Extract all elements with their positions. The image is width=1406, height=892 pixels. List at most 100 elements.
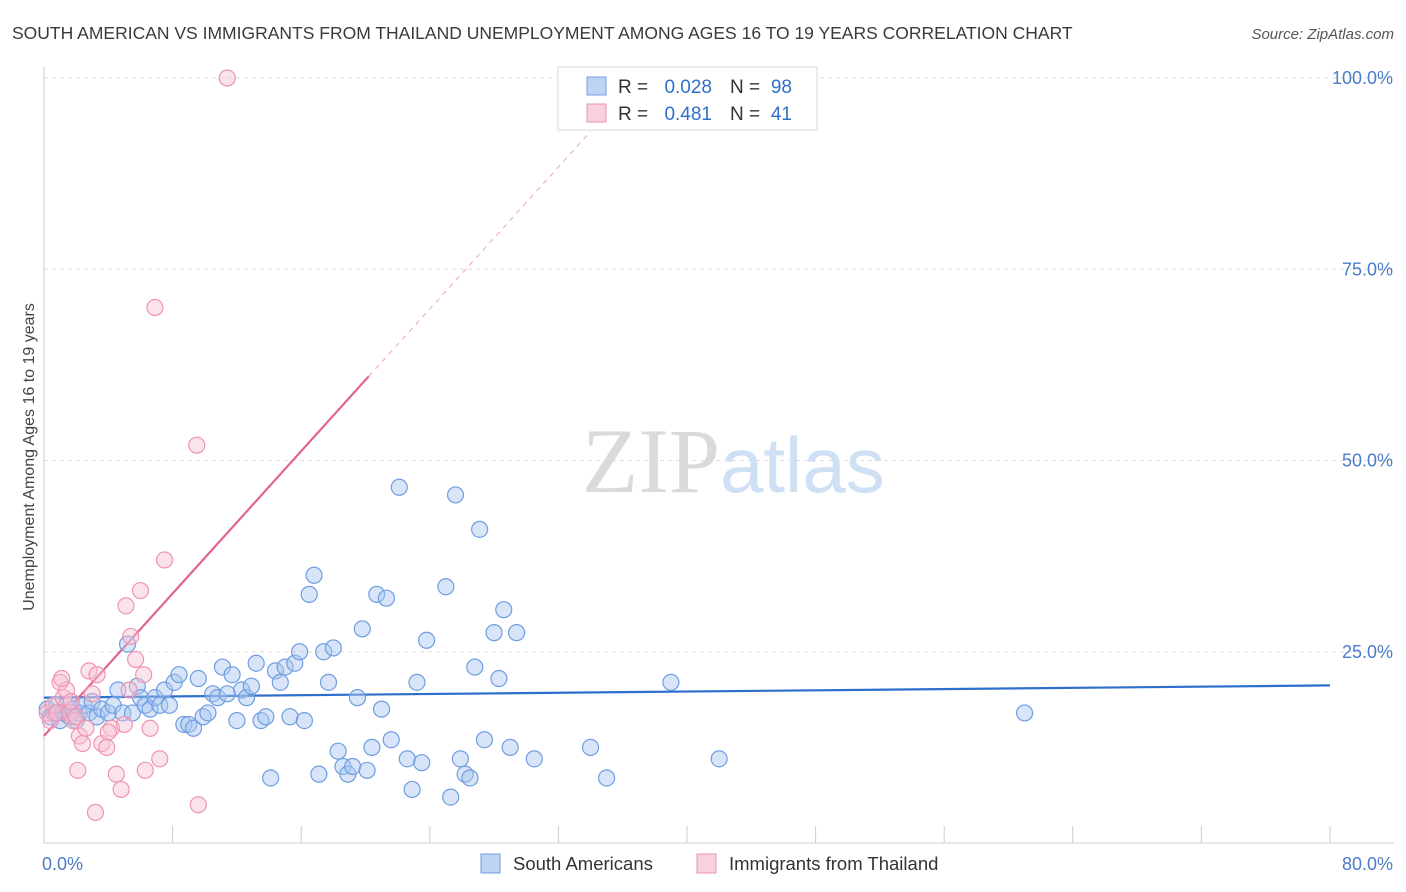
y-tick-label: 75.0% (1342, 259, 1393, 279)
data-point-series-1 (209, 689, 227, 707)
data-point-series-1 (501, 738, 519, 756)
series-legend-label-2: Immigrants from Thailand (729, 853, 938, 874)
data-point-series-1 (390, 478, 408, 496)
data-point-series-2 (48, 704, 66, 722)
data-point-series-1 (247, 654, 265, 672)
data-point-series-1 (290, 643, 309, 661)
data-point-series-1 (276, 658, 294, 676)
x-tick-label: 0.0% (42, 854, 83, 874)
data-point-series-1 (223, 666, 241, 684)
data-point-series-2 (88, 666, 106, 684)
data-point-series-1 (348, 689, 367, 707)
data-point-series-1 (446, 486, 465, 504)
data-point-series-1 (598, 769, 616, 787)
series-legend: South Americans Immigrants from Thailand (480, 853, 938, 874)
data-point-series-1 (417, 631, 436, 649)
data-point-series-1 (398, 750, 416, 768)
legend-n-value: 41 (771, 104, 792, 125)
legend-n-label: N = (730, 104, 760, 125)
legend-n-value: 98 (771, 77, 792, 98)
data-point-series-1 (508, 624, 526, 642)
data-point-series-1 (408, 673, 426, 691)
data-point-series-2 (218, 69, 236, 87)
data-point-series-1 (451, 750, 469, 768)
data-point-series-2 (127, 650, 145, 669)
data-point-series-1 (461, 769, 479, 787)
data-point-series-2 (107, 765, 125, 783)
axes (43, 67, 1394, 844)
data-point-series-1 (525, 750, 543, 768)
data-point-series-1 (471, 520, 489, 538)
data-point-series-2 (67, 708, 85, 726)
data-point-series-1 (184, 719, 203, 737)
tick-labels: 25.0% 50.0% 75.0% 100.0% 0.0% 80.0% (42, 68, 1393, 874)
data-point-series-2 (136, 761, 154, 779)
chart-title: SOUTH AMERICAN VS IMMIGRANTS FROM THAILA… (12, 23, 1073, 43)
legend-r-label: R = (618, 77, 648, 98)
data-point-series-1 (305, 566, 323, 584)
data-point-series-1 (189, 669, 207, 688)
data-point-series-2 (151, 750, 169, 768)
data-point-series-1 (310, 765, 328, 783)
watermark: ZIP atlas (582, 410, 885, 512)
stats-legend: R = 0.028 N = 98 R = 0.481 N = 41 (557, 66, 818, 131)
data-point-series-1 (710, 750, 728, 768)
data-point-series-2 (62, 692, 80, 711)
trend-lines (43, 131, 1331, 737)
data-point-series-1 (160, 696, 178, 714)
data-point-series-2 (99, 723, 117, 741)
data-point-series-2 (86, 803, 105, 822)
legend-r-label: R = (618, 104, 648, 125)
data-point-series-1 (295, 711, 314, 730)
data-point-series-1 (581, 738, 600, 756)
data-point-series-1 (377, 589, 395, 607)
data-point-series-1 (315, 643, 333, 661)
data-point-series-1 (175, 715, 193, 734)
data-point-series-2 (131, 581, 150, 600)
data-point-series-1 (358, 761, 376, 779)
data-point-series-1 (262, 769, 280, 787)
svg-text:ZIP: ZIP (582, 410, 720, 512)
series-legend-swatch-2 (696, 853, 717, 874)
legend-swatch-1 (586, 76, 607, 96)
data-point-series-1 (329, 742, 347, 760)
data-point-series-2 (69, 761, 87, 779)
legend-n-label: N = (730, 77, 760, 98)
data-point-series-2 (189, 796, 207, 814)
data-point-series-1 (413, 754, 431, 772)
data-point-series-2 (73, 734, 92, 753)
data-point-series-1 (485, 624, 503, 642)
trend-line-2 (43, 375, 370, 737)
data-point-series-2 (141, 719, 159, 737)
data-point-series-2 (146, 298, 164, 317)
data-point-series-1 (353, 620, 371, 638)
data-point-series-1 (368, 585, 386, 603)
data-point-series-1 (662, 673, 680, 691)
data-point-series-2 (80, 662, 98, 680)
data-point-series-2 (112, 780, 130, 799)
data-point-series-1 (324, 639, 342, 657)
data-point-series-1 (475, 731, 494, 749)
data-point-series-1 (1015, 704, 1034, 722)
data-point-series-1 (344, 757, 362, 776)
data-point-series-2 (188, 436, 206, 454)
trend-line-1 (43, 684, 1331, 699)
series-legend-swatch-1 (480, 853, 501, 874)
trend-extension-2 (368, 131, 591, 377)
data-point-series-1 (319, 673, 338, 691)
data-point-series-1 (151, 696, 169, 714)
data-point-series-2 (122, 627, 140, 646)
data-point-series-2 (98, 738, 116, 756)
data-point-series-1 (281, 708, 299, 726)
data-point-series-2 (77, 719, 95, 737)
chart-source: Source: ZipAtlas.com (1251, 26, 1394, 43)
y-tick-label: 25.0% (1342, 642, 1393, 662)
data-point-series-2 (117, 597, 135, 615)
data-point-series-2 (135, 666, 153, 684)
x-tick-label: 80.0% (1342, 854, 1393, 874)
y-tick-label: 50.0% (1342, 451, 1393, 471)
data-point-series-1 (437, 578, 455, 596)
data-point-series-2 (83, 685, 101, 703)
y-tick-label: 100.0% (1332, 68, 1393, 88)
data-point-series-1 (257, 708, 275, 726)
